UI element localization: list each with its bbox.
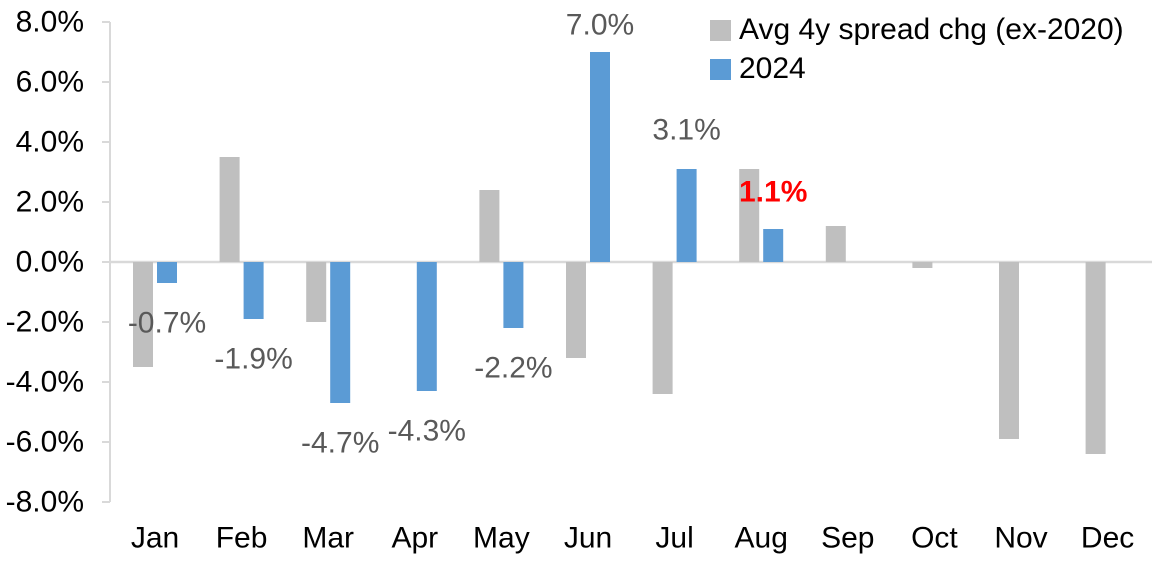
bar-avg-feb (219, 157, 240, 262)
legend: Avg 4y spread chg (ex-2020) 2024 (710, 15, 1124, 93)
y-axis-tick-label: -2.0% (6, 306, 84, 339)
x-axis-label-dec: Dec (1081, 522, 1134, 555)
y-axis-tick-label: -6.0% (6, 426, 84, 459)
x-axis-label-jun: Jun (564, 522, 612, 555)
bar-s2024-jan (157, 262, 177, 283)
bar-s2024-jul (676, 169, 697, 262)
bar-avg-nov (999, 262, 1019, 439)
bar-avg-dec (1085, 262, 1106, 454)
bar-avg-mar (306, 262, 327, 322)
x-axis-label-aug: Aug (735, 522, 788, 555)
bar-avg-jan (133, 262, 153, 367)
y-axis-tick-label: -4.0% (6, 366, 84, 399)
data-label-jul-2024: 3.1% (652, 114, 720, 147)
legend-swatch-blue (710, 58, 731, 80)
bar-s2024-aug (763, 229, 784, 262)
x-axis-label-nov: Nov (994, 522, 1047, 555)
bar-s2024-jun (590, 52, 610, 262)
y-axis-tick-label: 8.0% (16, 6, 84, 39)
bar-avg-jul (652, 262, 673, 394)
bar-s2024-mar (330, 262, 351, 403)
legend-item-avg-4y-spread: Avg 4y spread chg (ex-2020) (710, 15, 1124, 45)
bar-s2024-may (503, 262, 524, 328)
x-axis-label-sep: Sep (821, 522, 874, 555)
y-axis-tick-label: 2.0% (16, 186, 84, 219)
x-axis-label-oct: Oct (911, 522, 958, 555)
y-axis-tick-label: 6.0% (16, 66, 84, 99)
x-axis-label-apr: Apr (391, 522, 438, 555)
legend-swatch-gray (710, 19, 731, 41)
bar-avg-may (479, 190, 500, 262)
x-axis-label-may: May (473, 522, 530, 555)
x-axis-label-jul: Jul (655, 522, 693, 555)
data-label-aug-2024: 1.1% (739, 176, 807, 209)
bar-avg-sep (825, 226, 846, 262)
x-axis-label-mar: Mar (302, 522, 354, 555)
data-label-jun-2024: 7.0% (566, 9, 634, 42)
bar-avg-oct (912, 262, 933, 268)
data-label-apr-2024: -4.3% (388, 415, 466, 448)
bar-avg-jun (566, 262, 586, 358)
data-label-mar-2024: -4.7% (301, 427, 379, 460)
bar-avg-aug (739, 169, 760, 262)
legend-label-avg-4y-spread: Avg 4y spread chg (ex-2020) (739, 13, 1124, 46)
bar-s2024-apr (416, 262, 437, 391)
x-axis-label-feb: Feb (216, 522, 268, 555)
y-axis-tick-label: 0.0% (16, 246, 84, 279)
y-axis-tick-label: 4.0% (16, 126, 84, 159)
data-label-feb-2024: -1.9% (214, 343, 292, 376)
data-label-may-2024: -2.2% (474, 352, 552, 385)
legend-item-2024: 2024 (710, 54, 1124, 84)
y-axis-tick-label: -8.0% (6, 486, 84, 519)
bar-s2024-feb (243, 262, 264, 319)
x-axis-label-jan: Jan (131, 522, 179, 555)
data-label-jan-2024: -0.7% (128, 307, 206, 340)
legend-label-2024: 2024 (739, 52, 806, 85)
